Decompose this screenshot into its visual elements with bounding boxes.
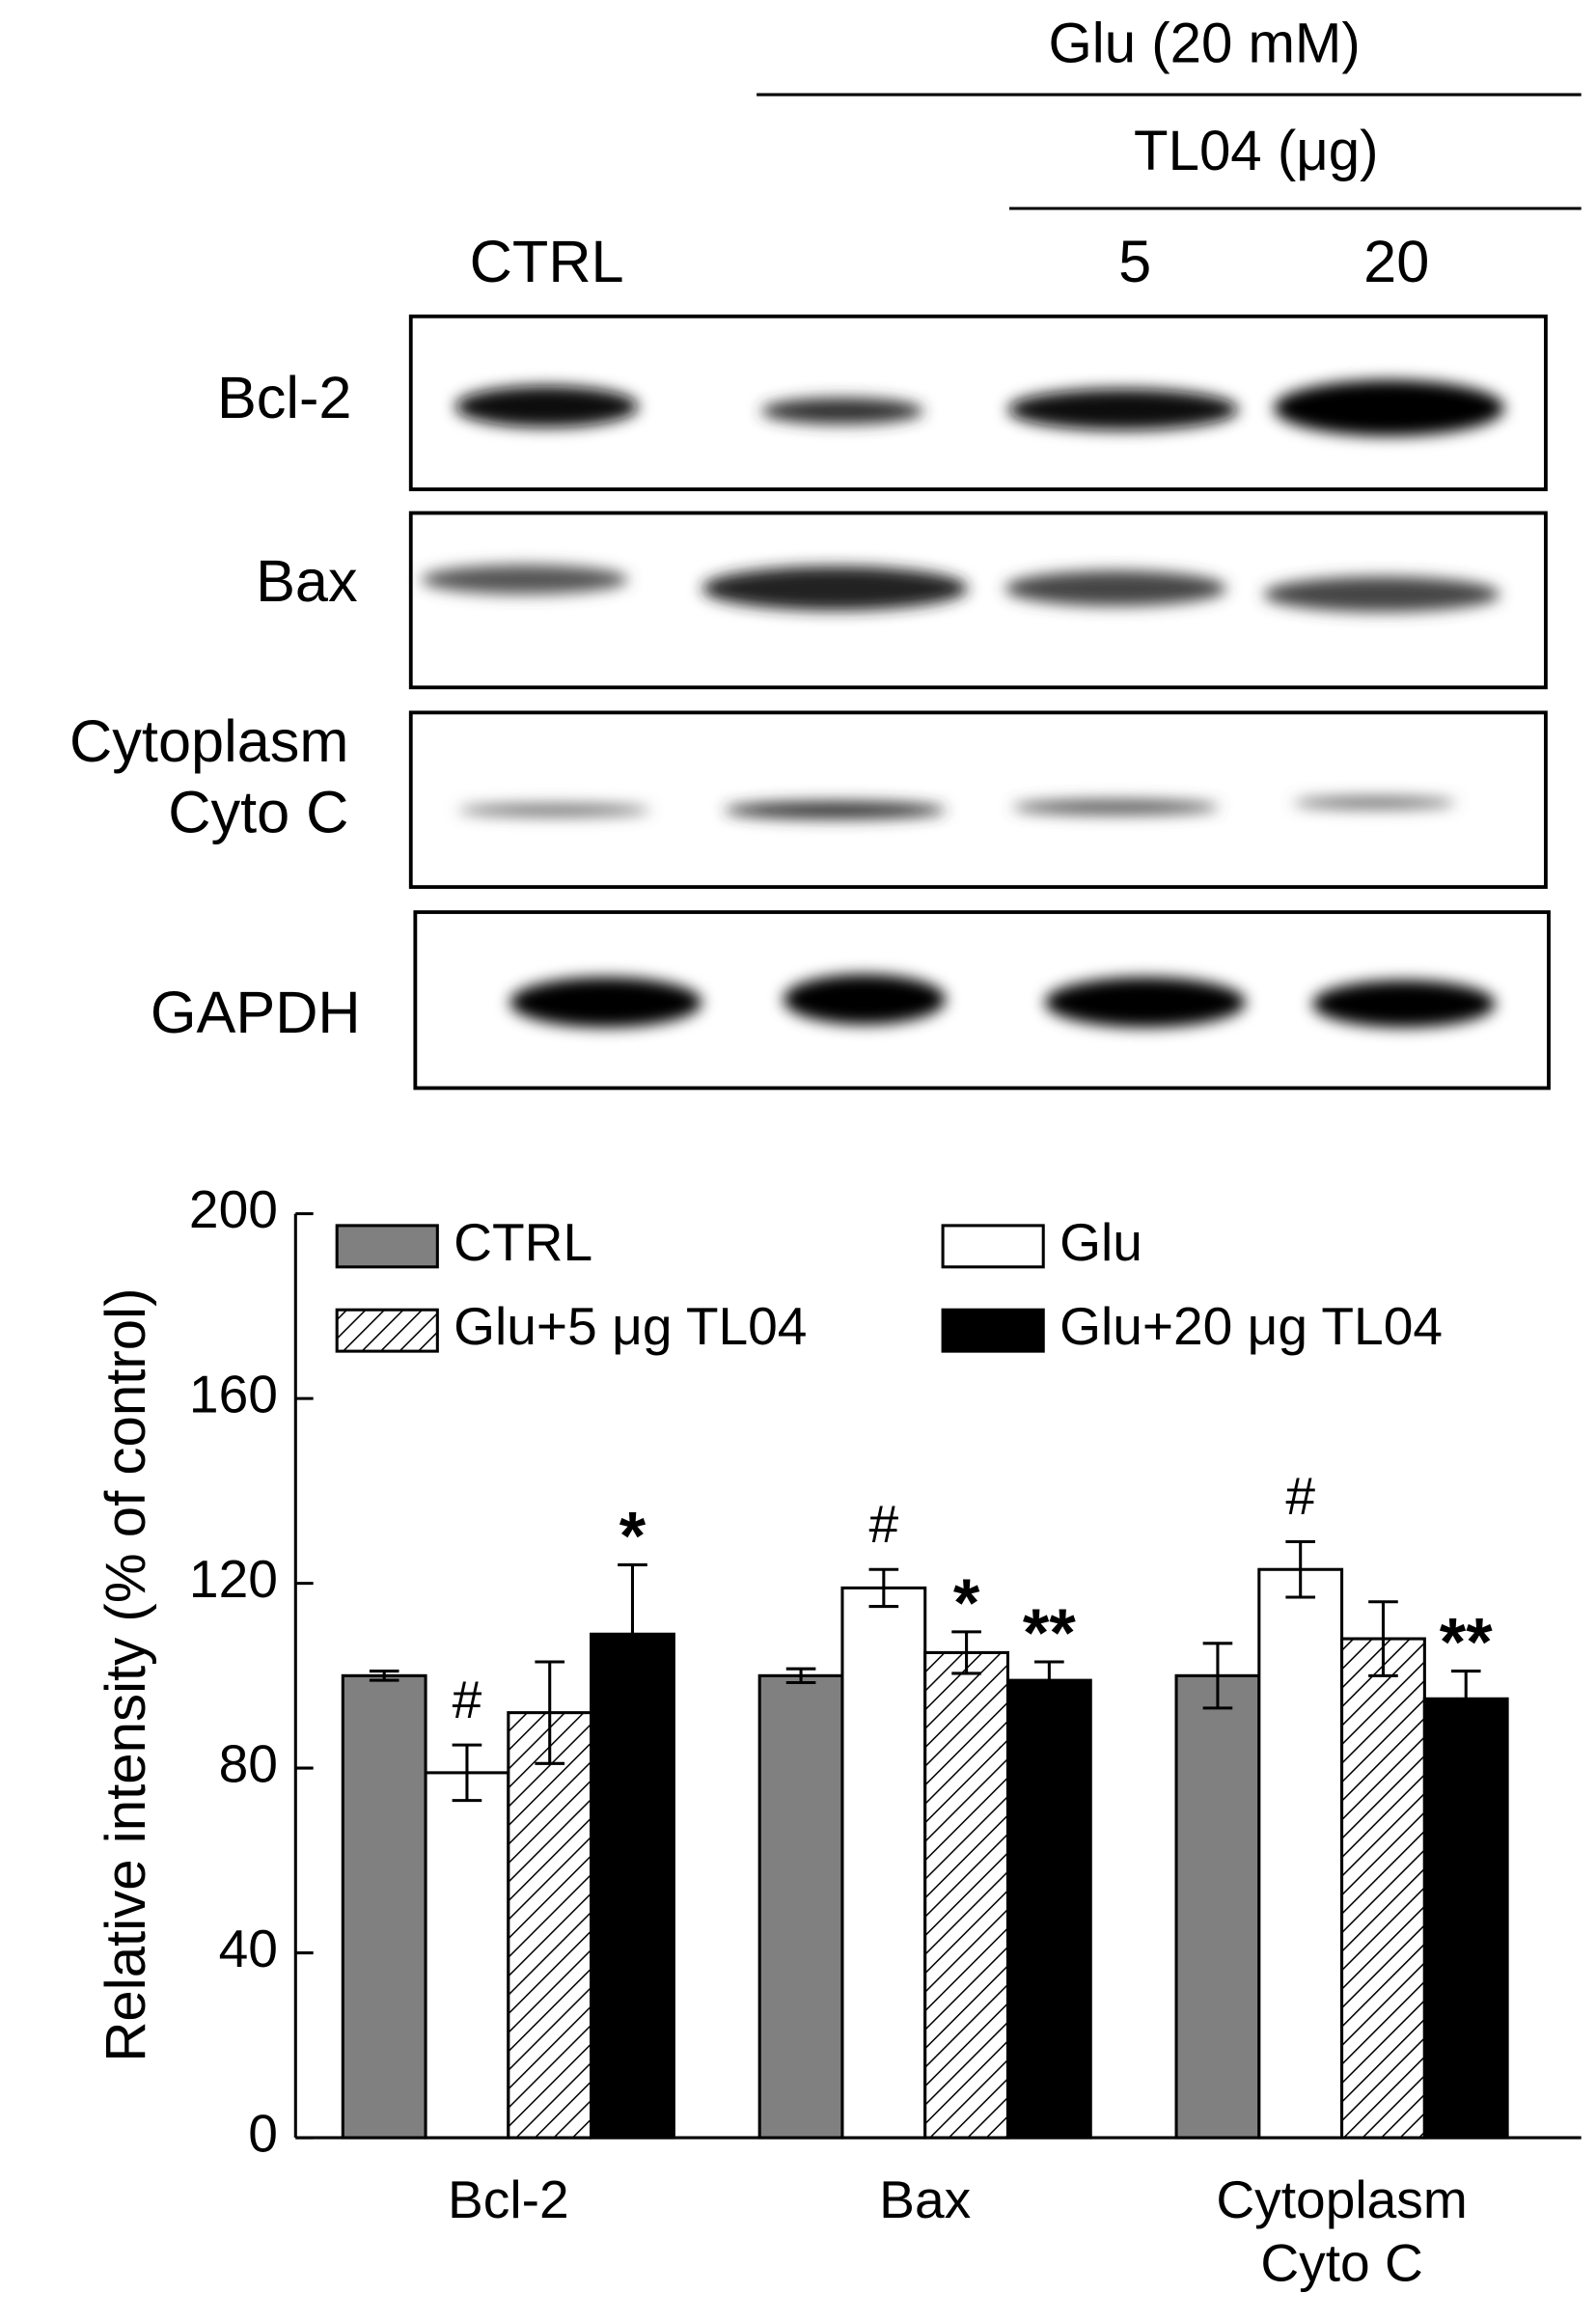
legend-label: CTRL [454, 1212, 592, 1272]
bar [1174, 1673, 1261, 2140]
error-bar [1034, 1660, 1064, 1700]
legend-label: Glu+5 μg TL04 [454, 1296, 807, 1356]
significance-mark: ** [1440, 1604, 1493, 1680]
error-bar [1202, 1642, 1233, 1710]
error-bar [618, 1562, 647, 1705]
error-bar [868, 1567, 899, 1609]
lane-label: 5 [1118, 229, 1151, 294]
error-bar [951, 1630, 981, 1675]
row-label-box: Cytoplasm Cyto C [69, 709, 349, 846]
legend-swatch [335, 1224, 439, 1269]
bar [1422, 1697, 1509, 2140]
y-tick-label: 80 [219, 1734, 278, 1794]
x-tick-label: Cytoplasm Cyto C [1216, 2169, 1468, 2294]
significance-mark: # [453, 1670, 482, 1729]
bar [1005, 1678, 1092, 2140]
legend-swatch [941, 1224, 1045, 1269]
error-bar [1285, 1539, 1316, 1599]
significance-mark: # [1285, 1466, 1315, 1526]
bar [590, 1632, 675, 2140]
legend-swatch [941, 1308, 1045, 1353]
y-tick-label: 160 [189, 1365, 278, 1424]
legend-label: Glu+20 μg TL04 [1059, 1296, 1443, 1356]
blot-panel [408, 314, 1551, 1091]
x-tick-label-box: Bcl-2 [448, 2169, 569, 2230]
blot-header: Glu (20 mM) [1049, 12, 1361, 74]
blot-subheader: TL04 (μg) [1134, 120, 1378, 182]
x-tick-label: Bax [879, 2169, 972, 2230]
row-label: Cytoplasm Cyto C [69, 709, 349, 846]
y-tick-label: 40 [219, 1919, 278, 1978]
error-bar [1450, 1670, 1481, 1728]
error-bar [369, 1670, 399, 1682]
bar [923, 1650, 1010, 2140]
lane-label: 20 [1363, 229, 1429, 294]
bar [1340, 1637, 1426, 2140]
legend-swatch [335, 1308, 439, 1353]
x-tick-label: Bcl-2 [448, 2169, 569, 2230]
significance-mark: * [619, 1498, 647, 1574]
lane-label: CTRL [470, 229, 624, 294]
bar [507, 1711, 593, 2140]
x-tick-label-box: Cytoplasm Cyto C [1216, 2169, 1468, 2294]
row-label: GAPDH [151, 980, 361, 1045]
legend-label: Glu [1059, 1212, 1142, 1272]
y-tick-label: 0 [248, 2104, 278, 2164]
bar [757, 1673, 844, 2140]
error-bar [452, 1743, 482, 1803]
row-label: Bcl-2 [217, 365, 352, 430]
significance-mark: * [953, 1564, 980, 1641]
y-axis-label: Relative intensity (% of control) [95, 1288, 157, 2062]
x-tick-label-box: Bax [879, 2169, 972, 2230]
bar [424, 1771, 510, 2140]
y-tick-label: 200 [189, 1179, 278, 1239]
row-label: Bax [256, 548, 358, 614]
error-bar [535, 1660, 565, 1765]
significance-mark: ** [1023, 1594, 1076, 1671]
error-bar [785, 1667, 816, 1685]
bar [1257, 1567, 1344, 2140]
bar [341, 1673, 427, 2140]
bar [840, 1586, 927, 2140]
y-tick-label: 120 [189, 1549, 278, 1609]
significance-mark: # [868, 1494, 898, 1554]
error-bar [1368, 1600, 1398, 1677]
